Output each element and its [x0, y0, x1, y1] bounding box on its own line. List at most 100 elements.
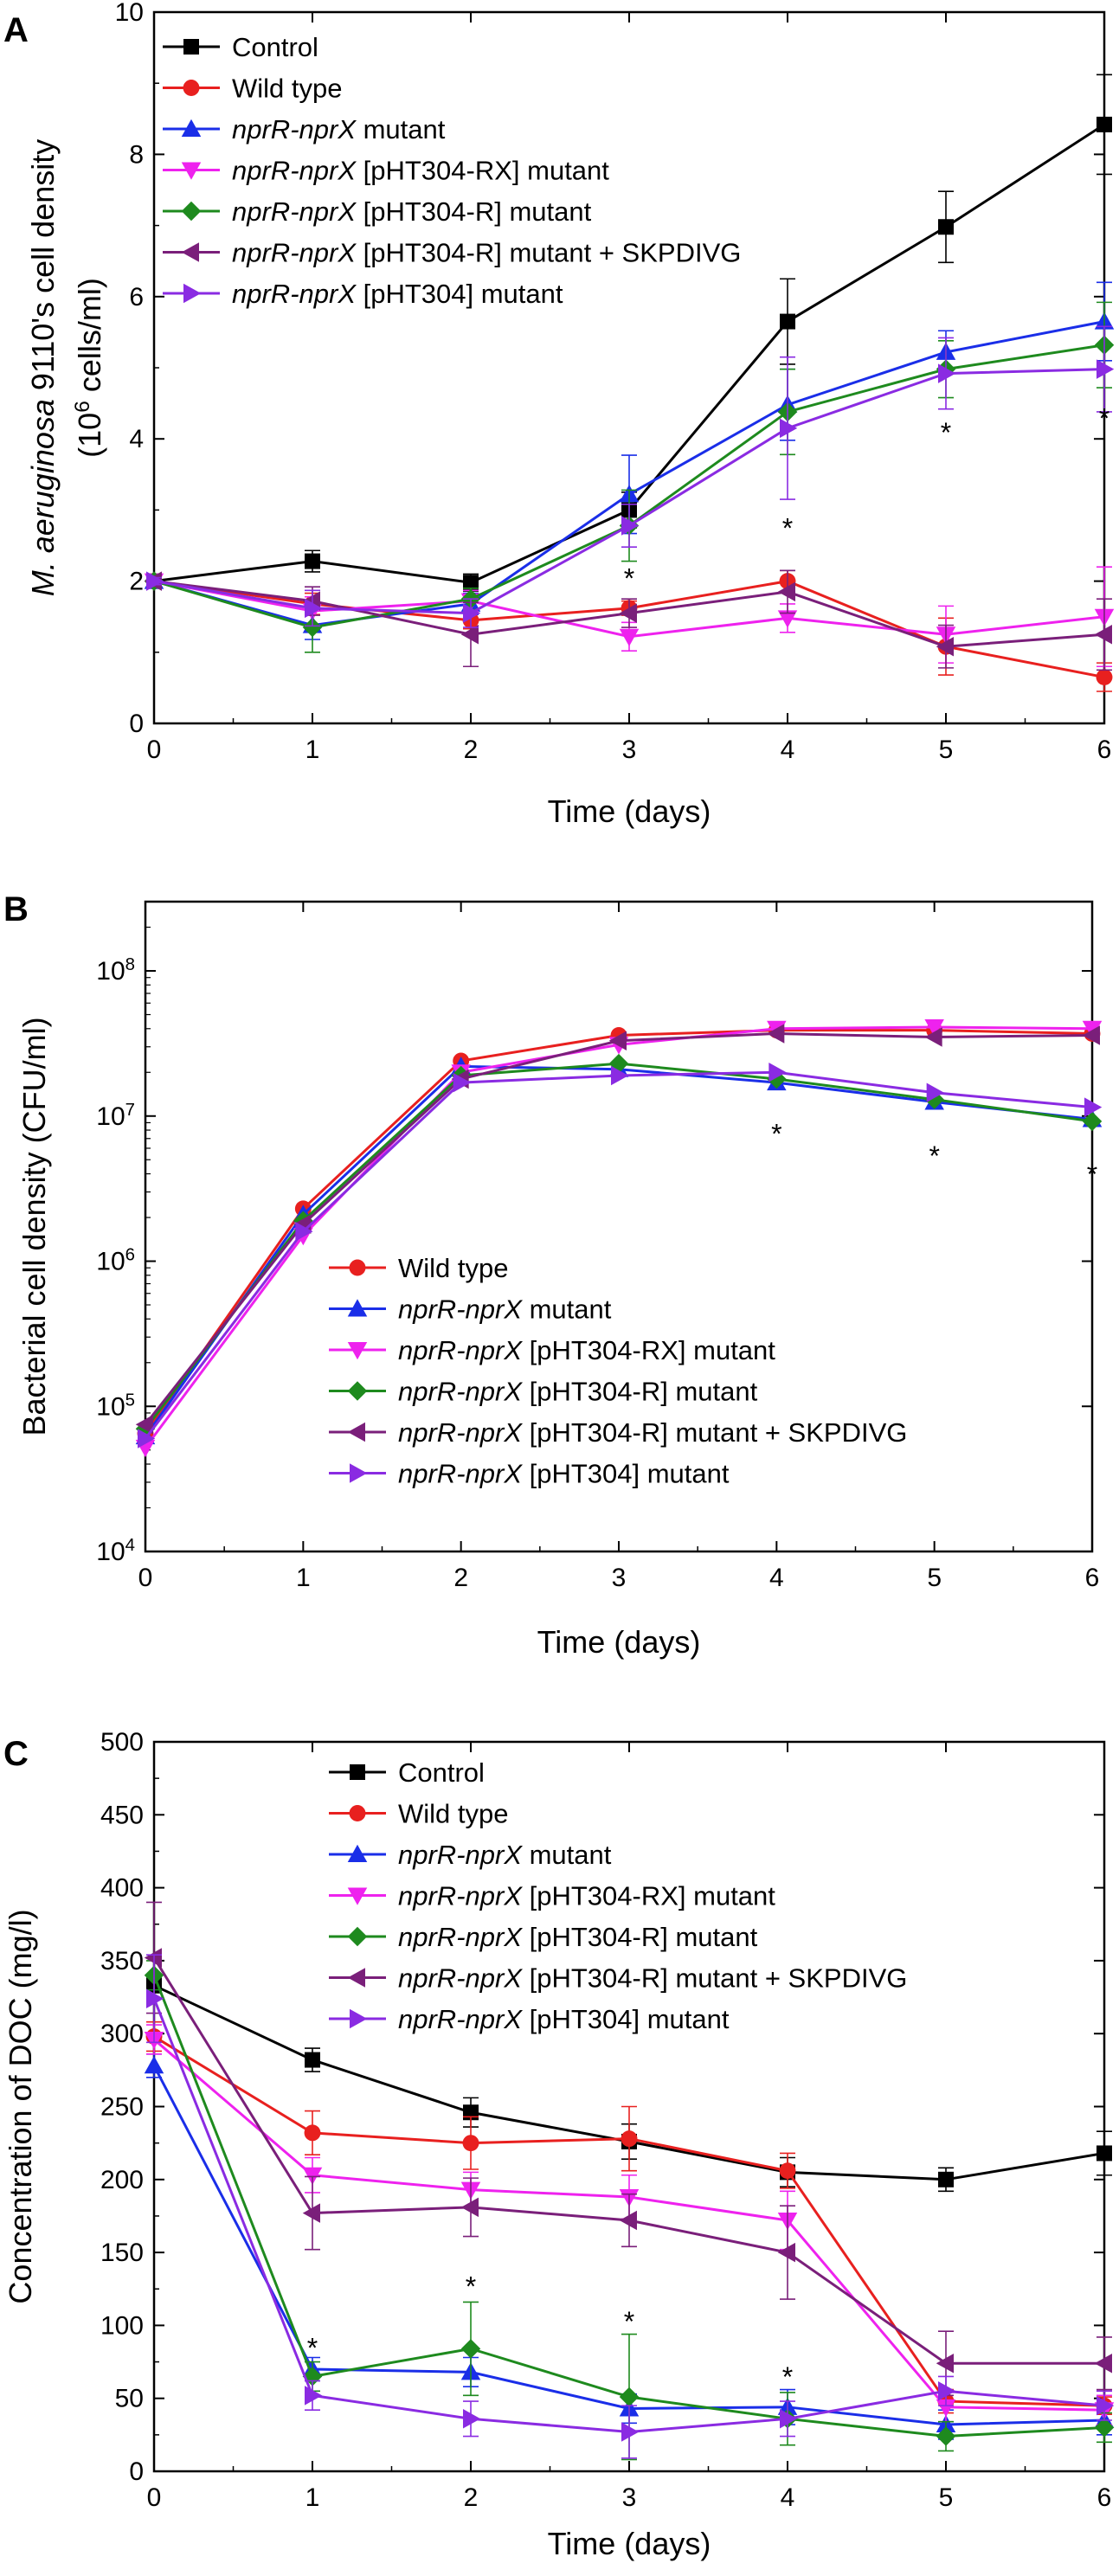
panel-a-series-p304-point: [780, 418, 798, 439]
panel-b-significance-mark: *: [771, 1119, 781, 1150]
panel-b-series-p304-point: [769, 1063, 787, 1082]
panel-b-series-p304-point: [453, 1072, 471, 1093]
panel-a-x-tick-label: 1: [305, 736, 320, 764]
panel-b-legend-wt-swatch-marker: [349, 1259, 366, 1276]
panel-a-x-tick-label: 2: [464, 736, 479, 764]
panel-a-legend-wt-label: Wild type: [232, 74, 342, 104]
panel-a-series-control-point: [1096, 116, 1112, 132]
panel-b-y-tick-label: 108: [96, 955, 135, 986]
panel-c-legend-mut-swatch-marker: [347, 1844, 368, 1862]
panel-c-series-p304-point: [621, 2422, 640, 2442]
panel-a-legend-rx-label: nprR-nprX [pHT304-RX] mutant: [232, 156, 609, 186]
panel-a-series-rsk-point: [1094, 625, 1112, 645]
panel-c-series-r-point: [460, 2339, 481, 2359]
panel-b-legend-rx-swatch-marker: [347, 1342, 368, 1360]
panel-b-x-tick-label: 6: [1085, 1564, 1100, 1592]
panel-a-y-tick-label: 0: [129, 710, 144, 738]
panel-c-x-tick-label: 1: [305, 2483, 320, 2512]
panel-b-legend-p304-label: nprR-nprX [pHT304] mutant: [398, 1459, 730, 1489]
panel-c-legend-p304-swatch-marker: [350, 2008, 368, 2029]
panel-a-legend-control-label: Control: [232, 32, 318, 62]
panel-a-series-p304-point: [621, 516, 640, 536]
panel-c-series-rx-point: [936, 2399, 956, 2418]
panel-b-series-rsk-point: [767, 1024, 785, 1044]
panel-b-legend-rx-label: nprR-nprX [pHT304-RX] mutant: [398, 1335, 775, 1365]
panel-c-x-tick-label: 5: [939, 2483, 954, 2512]
panel-c-y-tick-label: 400: [100, 1874, 144, 1903]
panel-a-y-tick-label: 4: [129, 425, 144, 453]
panel-c-legend-p304-label: nprR-nprX [pHT304] mutant: [398, 2004, 730, 2034]
panel-c-legend-r-swatch-marker: [347, 1926, 368, 1947]
panel-a-series-p304-point: [463, 603, 481, 623]
panel-c-series-p304-point: [780, 2409, 798, 2429]
panel-a-legend-wt-swatch-marker: [183, 80, 200, 96]
panel-a-y-axis-title: M. aeruginosa 9110's cell density: [25, 139, 61, 597]
panel-c-y-tick-label: 150: [100, 2239, 144, 2267]
panel-b-series-rx-point: [924, 1018, 944, 1037]
panel-a-legend-rsk-label: nprR-nprX [pHT304-R] mutant + SKPDIVG: [232, 238, 741, 268]
panel-b-y-tick-label: 106: [96, 1246, 135, 1276]
panel-c-series-rsk-point: [1094, 2353, 1112, 2374]
panel-a-legend-p304-label: nprR-nprX [pHT304] mutant: [232, 279, 563, 309]
panel-a-series-wt-point: [1096, 669, 1113, 686]
panel-b-legend-r-label: nprR-nprX [pHT304-R] mutant: [398, 1377, 758, 1407]
panel-b-legend-wt-label: Wild type: [398, 1253, 508, 1283]
panel-c-y-tick-label: 500: [100, 1728, 144, 1757]
panel-b-series-rsk-point: [924, 1027, 942, 1047]
panel-c-y-tick-label: 0: [129, 2457, 144, 2486]
panel-c-series-p304-point: [146, 1988, 164, 2008]
panel-b-x-tick-label: 1: [296, 1564, 311, 1592]
panel-a-series-p304-point: [305, 598, 323, 619]
panel-a-significance-mark: *: [624, 562, 634, 594]
panel-b-series-rsk-point: [608, 1031, 627, 1051]
panel-c-y-tick-label: 100: [100, 2311, 144, 2340]
panel-a-series-control-point: [463, 575, 479, 591]
panel-c-y-tick-label: 200: [100, 2166, 144, 2194]
panel-c-series-rsk-point: [619, 2210, 637, 2231]
panel-c-y-tick-label: 450: [100, 1801, 144, 1829]
panel-a-y-tick-label: 10: [115, 0, 144, 27]
panel-a-series-p304-point: [1096, 359, 1115, 379]
panel-b-series-rx-point: [1082, 1020, 1103, 1039]
panel-c-series-r-point: [936, 2426, 956, 2446]
panel-a-x-tick-label: 0: [147, 736, 162, 764]
panel-c-series-control-point: [305, 2052, 320, 2068]
panel-a-series-p304-point: [938, 363, 956, 383]
panel-c-x-tick-label: 3: [622, 2483, 637, 2512]
panel-b-x-tick-label: 5: [927, 1564, 942, 1592]
panel-b-series-wt-line: [144, 1029, 1093, 1435]
panel-c-label: C: [3, 1735, 29, 1773]
panel-c-legend-control-label: Control: [398, 1757, 485, 1788]
panel-a-series-p304-point: [146, 571, 164, 591]
panel-b-series-rsk-point: [1082, 1025, 1100, 1045]
panel-c-legend-wt-label: Wild type: [398, 1799, 508, 1829]
panel-c-y-tick-label: 50: [115, 2385, 144, 2413]
panel-a-significance-mark: *: [941, 417, 951, 448]
panel-c-series-rsk-point: [777, 2242, 795, 2263]
panel-c-legend-wt-swatch-marker: [349, 1805, 366, 1821]
panel-a-x-axis-title: Time (days): [548, 793, 711, 829]
panel-a-legend-rx-swatch-marker: [181, 162, 202, 180]
panel-a-series-rsk-point: [777, 581, 795, 602]
panel-c-series-p304-point: [463, 2409, 481, 2429]
panel-c-y-axis-title: Concentration of DOC (mg/l): [3, 1909, 38, 2303]
panel-c-series-rsk-point: [302, 2203, 320, 2223]
panel-b-legend-mut-label: nprR-nprX mutant: [398, 1294, 612, 1325]
panel-b-series-p304-point: [295, 1222, 313, 1242]
panel-c-x-tick-label: 6: [1097, 2483, 1112, 2512]
panel-c-series-p304-point: [305, 2386, 323, 2406]
panel-b-significance-mark: *: [929, 1140, 939, 1172]
panel-c-legend-rsk-label: nprR-nprX [pHT304-R] mutant + SKPDIVG: [398, 1963, 907, 1994]
panel-a-series-rx-point: [777, 610, 798, 628]
panel-c-series-wt-point: [304, 2124, 321, 2142]
panel-a-x-tick-label: 3: [622, 736, 637, 764]
panel-c-series-rsk-point: [144, 1948, 162, 1968]
panel-c-legend-mut-label: nprR-nprX mutant: [398, 1840, 612, 1870]
panel-b-x-tick-label: 0: [138, 1564, 153, 1592]
panel-b-x-tick-label: 2: [453, 1564, 468, 1592]
panel-b-y-tick-label: 105: [96, 1391, 135, 1421]
panel-c-y-tick-label: 250: [100, 2093, 144, 2122]
panel-c-legend-rsk-swatch-marker: [347, 1968, 365, 1988]
panel-c-significance-mark: *: [307, 2332, 318, 2363]
panel-a-significance-mark: *: [1099, 402, 1109, 434]
